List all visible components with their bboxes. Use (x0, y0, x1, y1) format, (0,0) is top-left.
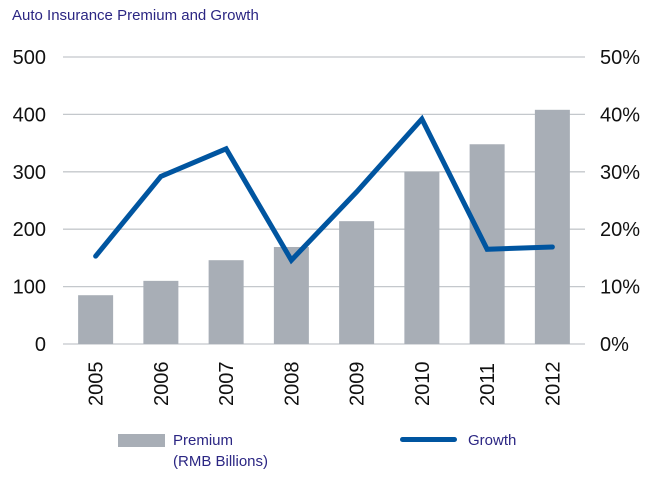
legend-growth-label: Growth (468, 432, 517, 449)
right-axis-tick-label: 0% (600, 334, 629, 356)
right-axis-tick-label: 40% (600, 104, 640, 126)
left-axis-ticks: 0 100 200 300 400 500 (13, 47, 46, 356)
premium-bar (534, 109, 570, 344)
premium-bar (208, 260, 244, 344)
left-axis-tick-label: 100 (13, 277, 46, 299)
x-axis-ticks: 2005 2006 2007 2008 2009 2010 2011 2012 (86, 362, 565, 407)
left-axis-tick-label: 200 (13, 219, 46, 241)
premium-bar (78, 295, 114, 344)
x-axis-tick-label: 2009 (347, 362, 369, 407)
right-axis-tick-label: 30% (600, 162, 640, 184)
x-axis-tick-label: 2005 (86, 362, 108, 407)
premium-bar (404, 171, 440, 344)
legend-premium-line2: (RMB Billions) (173, 453, 269, 470)
right-axis-ticks: 0% 10% 20% 30% 40% 50% (600, 47, 640, 356)
premium-bars (78, 109, 570, 344)
left-axis-tick-label: 500 (13, 47, 46, 69)
premium-bar (339, 221, 375, 344)
legend-premium-line1: Premium (173, 432, 234, 449)
left-axis-tick-label: 400 (13, 104, 46, 126)
x-axis-tick-label: 2008 (281, 362, 303, 407)
left-axis-tick-label: 300 (13, 162, 46, 184)
right-axis-tick-label: 20% (600, 219, 640, 241)
right-axis-tick-label: 10% (600, 277, 640, 299)
premium-bar (143, 280, 179, 344)
growth-line-group (93, 114, 555, 265)
x-axis-tick-label: 2010 (412, 362, 434, 407)
x-axis-tick-label: 2012 (542, 362, 564, 407)
growth-line (93, 114, 555, 265)
legend-premium-swatch (118, 434, 165, 447)
legend-growth-swatch (400, 437, 457, 442)
x-axis-tick-label: 2011 (477, 363, 499, 406)
chart-title: Auto Insurance Premium and Growth (12, 7, 259, 24)
left-axis-tick-label: 0 (35, 334, 46, 356)
right-axis-tick-label: 50% (600, 47, 640, 69)
x-axis-tick-label: 2007 (216, 362, 238, 407)
legend-premium-label: Premium (RMB Billions) (173, 430, 268, 472)
x-axis-tick-label: 2006 (151, 362, 173, 407)
